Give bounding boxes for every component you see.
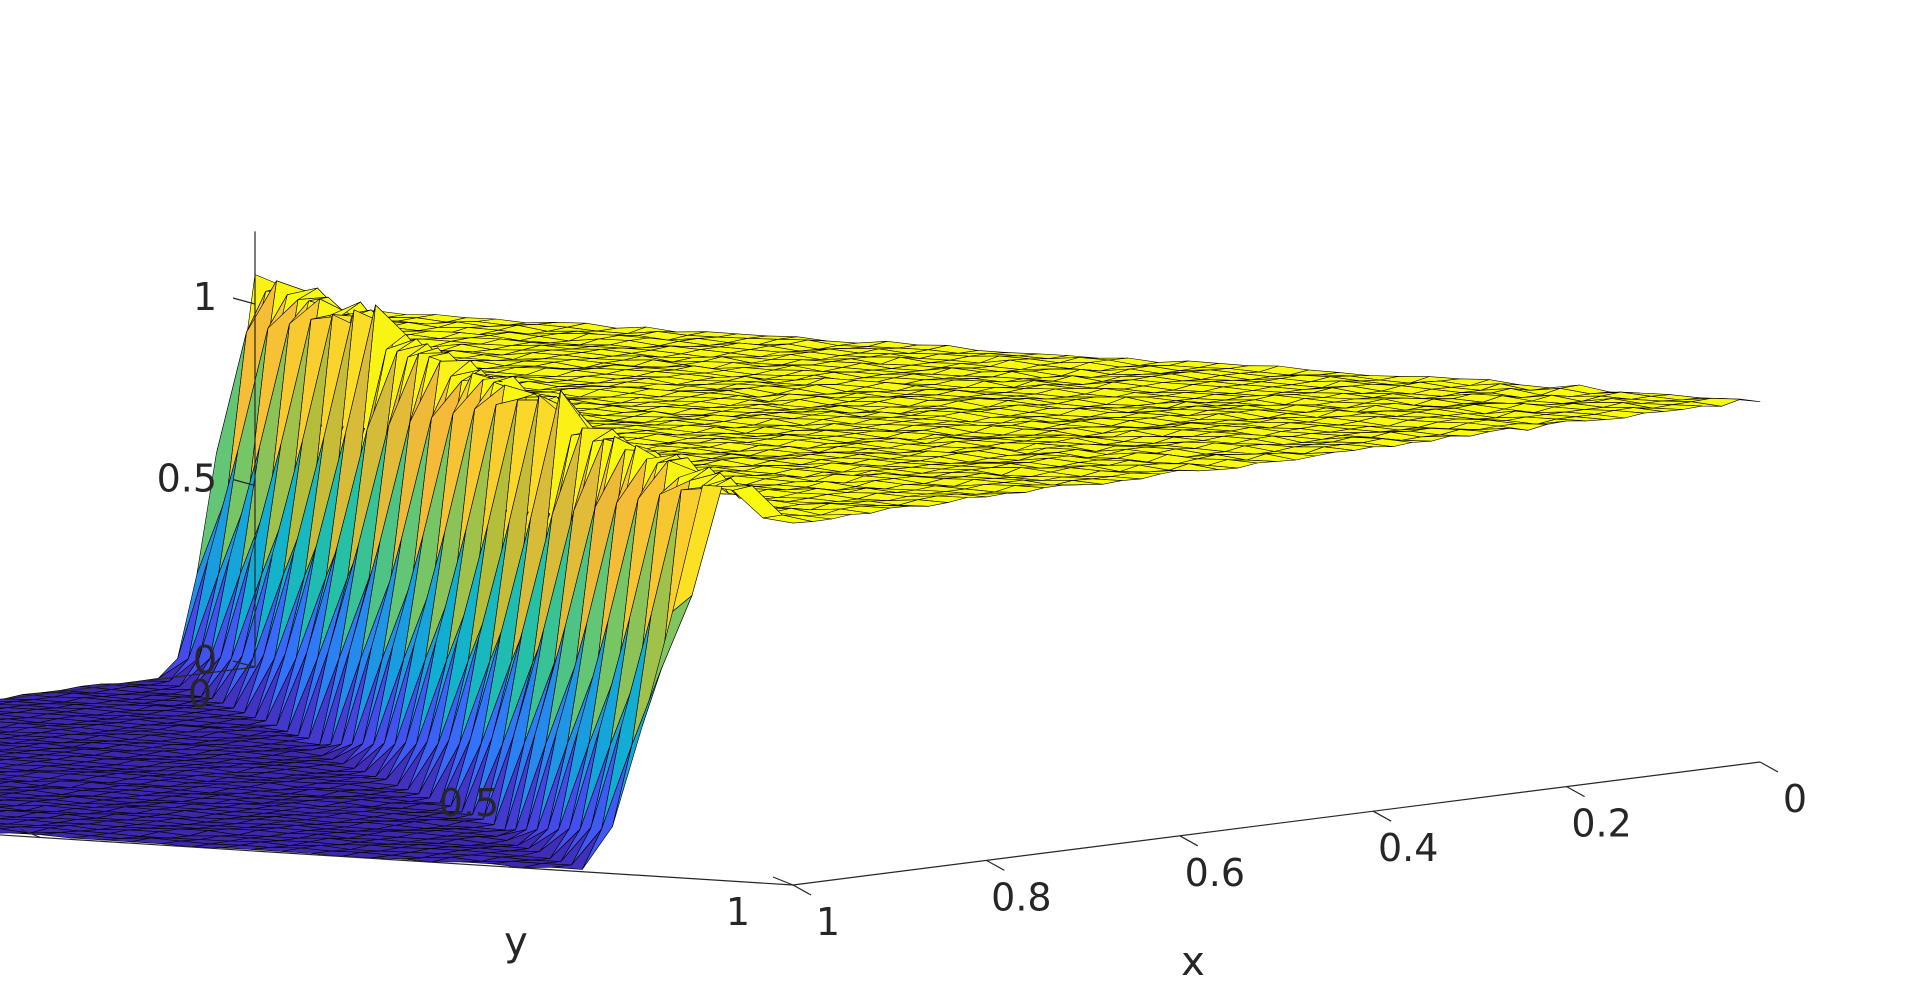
surface-face <box>0 751 15 756</box>
surface-face <box>0 810 7 813</box>
surface-face <box>0 741 13 745</box>
surface-face <box>0 712 47 719</box>
surface-face <box>0 727 30 733</box>
surface-face <box>0 714 28 720</box>
surface-face <box>0 749 5 751</box>
surface-face <box>0 744 24 751</box>
surface-face <box>0 758 7 761</box>
surface-face <box>0 774 20 780</box>
surface-face <box>0 718 39 724</box>
surface-face <box>0 789 33 794</box>
surface-face <box>0 796 24 801</box>
z-tick-label: 0 <box>193 638 217 682</box>
surface-face <box>0 771 9 773</box>
tick-marks <box>20 297 1779 896</box>
y-axis-label: y <box>504 919 528 965</box>
x-tick <box>1759 761 1779 773</box>
surface-face <box>0 737 2 739</box>
surface-face <box>0 718 9 721</box>
surface-face <box>0 792 43 799</box>
z-tick <box>232 660 256 668</box>
surface-face <box>0 704 26 709</box>
surface-face <box>0 792 13 796</box>
x-tick-label: 0.2 <box>1571 802 1631 846</box>
y-tick <box>20 828 41 839</box>
surface-face <box>0 826 20 830</box>
x-tick <box>986 859 1005 871</box>
tick-labels: 0 0.2 0.4 0.6 0.8 1 0 0.5 1 0 0.5 1 <box>157 275 1808 944</box>
surface-face <box>0 810 37 818</box>
surface-face <box>0 815 18 819</box>
surface-face <box>0 700 15 705</box>
x-tick-label: 1 <box>816 900 840 944</box>
surface-face <box>0 789 3 791</box>
surface-face <box>0 828 31 834</box>
x-tick <box>1179 835 1199 847</box>
surface-face <box>0 731 41 737</box>
surface-face <box>0 752 45 759</box>
x-tick-label: 0 <box>1783 777 1807 821</box>
surface-face <box>0 759 37 766</box>
y-tick-label: 0 <box>188 672 212 716</box>
surface-face <box>0 722 50 729</box>
surface-face <box>0 799 5 801</box>
surface-face <box>0 775 50 782</box>
surface-face <box>0 807 26 811</box>
surface-face <box>0 803 15 807</box>
x-axis-label: x <box>1181 939 1205 985</box>
z-tick <box>232 297 256 305</box>
z-tick <box>232 478 256 487</box>
z-tick-label: 1 <box>193 275 217 319</box>
x-tick <box>792 884 812 896</box>
x-tick-label: 0.8 <box>991 875 1051 919</box>
surface-face <box>0 778 30 782</box>
z-tick-label: 0.5 <box>157 457 217 501</box>
surface-face <box>0 701 45 706</box>
axes: 0 0.2 0.4 0.6 0.8 1 0 0.5 1 0 0.5 1 x y <box>0 231 1807 985</box>
y-tick-label: 1 <box>726 890 750 934</box>
surface-face <box>0 707 37 713</box>
surface-face <box>0 763 18 768</box>
surface-face <box>0 730 11 733</box>
surface-face <box>0 785 22 791</box>
surface-face <box>0 826 50 834</box>
x-axis-line <box>792 761 1761 886</box>
surface-face <box>0 780 11 784</box>
surface-face <box>0 738 32 744</box>
x-tick-label: 0.4 <box>1378 826 1438 870</box>
y-tick-label: 0.5 <box>439 781 499 825</box>
surface-face <box>0 767 28 773</box>
surface-face <box>0 707 7 710</box>
surface-face <box>0 805 46 811</box>
x-tick-label: 0.6 <box>1185 851 1245 895</box>
x-tick <box>1372 810 1392 822</box>
surface-face <box>0 823 9 826</box>
surface-face <box>0 698 35 702</box>
x-tick <box>1566 786 1585 798</box>
surface-face <box>0 818 28 825</box>
surface-face <box>0 721 20 729</box>
surface-face <box>0 781 41 788</box>
y-tick <box>772 876 794 886</box>
surface-face <box>0 711 17 715</box>
surface-face <box>0 771 39 777</box>
surface-face <box>0 799 35 807</box>
surface-face <box>0 733 22 739</box>
surface-mesh <box>0 274 1761 870</box>
surface-face <box>0 823 39 828</box>
surface-face <box>0 755 26 760</box>
